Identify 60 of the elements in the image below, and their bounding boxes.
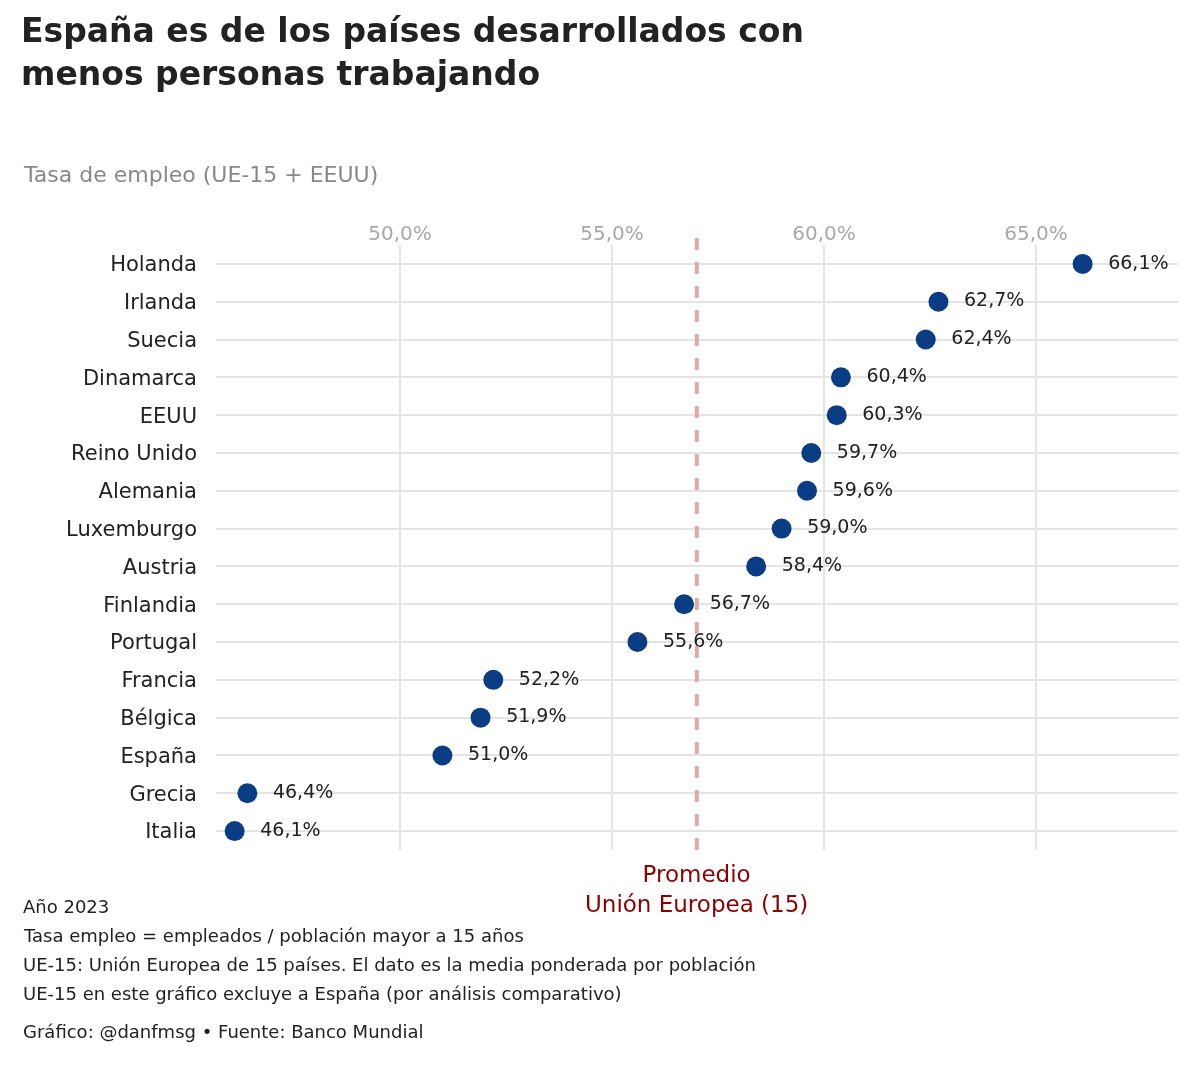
text: Año 2023 bbox=[23, 896, 110, 917]
point bbox=[1072, 253, 1093, 274]
point bbox=[746, 556, 767, 577]
point bbox=[470, 707, 491, 728]
y-tick-label: Irlanda bbox=[123, 290, 197, 315]
data-label: 59,6% bbox=[820, 477, 893, 500]
chart-subtitle: Tasa de empleo (UE-15 + EEUU) bbox=[23, 162, 379, 187]
point bbox=[826, 405, 847, 426]
point bbox=[771, 518, 792, 539]
data-label: 58,4% bbox=[769, 553, 843, 576]
y-tick-label: Austria bbox=[122, 554, 197, 579]
data-label: 66,1% bbox=[1096, 250, 1169, 273]
y-tick-label: Bélgica bbox=[120, 706, 197, 731]
data-label: 51,9% bbox=[494, 704, 567, 727]
point bbox=[797, 480, 818, 501]
data-label: 62,4% bbox=[939, 326, 1012, 349]
chart-title: España es de los países desarrollados con menos personas trabajando bbox=[21, 11, 804, 93]
point bbox=[830, 367, 851, 388]
data-label: 46,4% bbox=[260, 780, 334, 803]
y-tick-label: EEUU bbox=[139, 403, 197, 428]
y-tick-label: España bbox=[120, 743, 197, 768]
data-label: 59,7% bbox=[824, 439, 898, 462]
point bbox=[915, 329, 936, 350]
y-tick-label: Francia bbox=[121, 668, 197, 693]
y-tick-label: Alemania bbox=[98, 479, 197, 504]
y-tick-label: Grecia bbox=[129, 781, 197, 806]
point bbox=[674, 594, 695, 615]
y-tick-label: Dinamarca bbox=[82, 365, 197, 390]
data-label: 60,4% bbox=[854, 364, 927, 387]
text: Gráfico: @danfmsg • Fuente: Banco Mundial bbox=[23, 1021, 424, 1042]
point bbox=[237, 783, 258, 804]
y-tick-label: Italia bbox=[145, 819, 197, 844]
x-tick-label: 60,0% bbox=[792, 221, 856, 245]
y-tick-label: Holanda bbox=[110, 252, 197, 277]
x-tick-label: 55,0% bbox=[580, 221, 644, 245]
data-label: 59,0% bbox=[795, 515, 868, 538]
point bbox=[801, 442, 822, 463]
point bbox=[928, 291, 949, 312]
y-tick-label: Portugal bbox=[110, 630, 197, 655]
data-label: 56,7% bbox=[697, 590, 771, 613]
y-tick-label: Luxemburgo bbox=[66, 516, 197, 541]
x-tick-label: 50,0% bbox=[368, 221, 432, 245]
y-tick-label: Suecia bbox=[127, 327, 197, 352]
text: UE-15 en este gráfico excluye a España (por análisis comparativo) bbox=[23, 983, 622, 1004]
data-label: 52,2% bbox=[506, 666, 580, 689]
x-tick-label: 65,0% bbox=[1004, 221, 1068, 245]
data-label: 51,0% bbox=[455, 742, 529, 765]
point bbox=[627, 632, 648, 653]
text: UE-15: Unión Europea de 15 países. El dato es la media ponderada por población bbox=[23, 954, 756, 975]
ref-line-label: Promedio Unión Europea (15) bbox=[585, 861, 809, 917]
y-tick-label: Reino Unido bbox=[71, 441, 197, 466]
point bbox=[483, 669, 504, 690]
text: Tasa empleo = empleados / población mayor a 15 años bbox=[23, 925, 524, 946]
point bbox=[432, 745, 453, 766]
y-tick-label: Finlandia bbox=[103, 592, 197, 617]
data-label: 60,3% bbox=[850, 401, 923, 424]
data-label: 62,7% bbox=[951, 288, 1025, 311]
point bbox=[224, 821, 245, 842]
data-label: 55,6% bbox=[650, 628, 724, 651]
data-label: 46,1% bbox=[248, 817, 321, 840]
